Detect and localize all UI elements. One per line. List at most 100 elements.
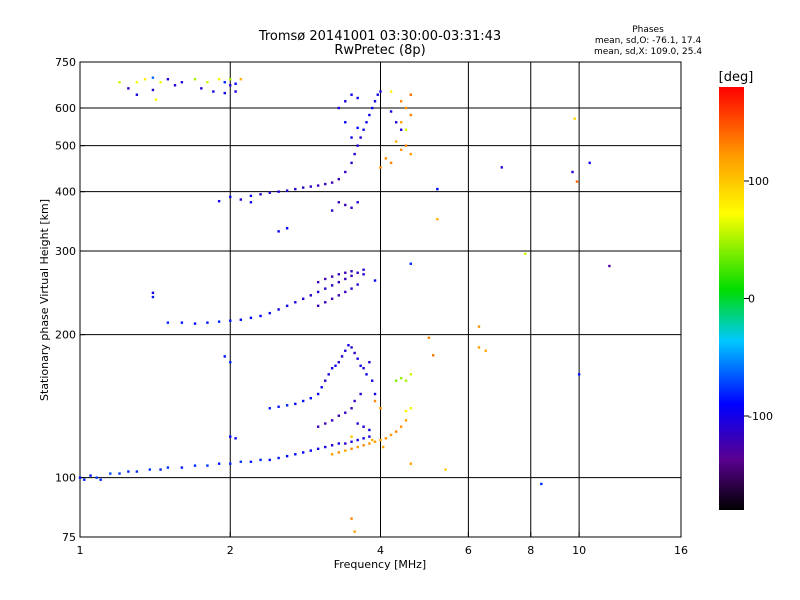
data-point (330, 419, 334, 422)
x-axis-label: Frequency [MHz] (334, 558, 426, 571)
data-point (356, 283, 359, 286)
data-point (353, 152, 356, 156)
data-point (362, 437, 365, 440)
data-point (573, 117, 576, 120)
data-point (337, 442, 341, 445)
data-point (500, 166, 504, 169)
data-point (350, 517, 353, 520)
data-point (359, 136, 362, 139)
data-point (409, 113, 412, 117)
data-point (362, 268, 365, 271)
data-point (239, 78, 243, 81)
data-point (350, 161, 353, 165)
data-point (362, 128, 365, 131)
colorbar-ticks: 100 0 -100 (744, 175, 773, 423)
data-point (268, 311, 271, 315)
data-point (344, 290, 347, 294)
data-point (193, 78, 197, 81)
data-point (404, 379, 408, 382)
data-point (404, 144, 408, 147)
y-tick-label: 200 (55, 329, 76, 342)
data-point (206, 464, 209, 467)
data-point (344, 271, 347, 274)
data-point (151, 88, 155, 92)
data-point (356, 126, 359, 130)
data-point (316, 290, 320, 294)
data-point (285, 454, 289, 458)
data-point (571, 170, 574, 174)
data-point (347, 344, 350, 347)
data-point (484, 349, 487, 352)
data-point (316, 304, 320, 308)
data-point (379, 90, 382, 93)
data-point (151, 295, 155, 299)
data-point (381, 445, 385, 449)
data-point (365, 373, 368, 376)
y-tick-label: 100 (55, 472, 76, 485)
data-point (608, 264, 611, 268)
data-point (324, 301, 327, 304)
data-point (399, 148, 403, 152)
data-point (180, 81, 184, 84)
data-point (344, 277, 347, 281)
x-tick-label: 4 (377, 544, 384, 557)
data-point (373, 279, 377, 282)
data-point (344, 411, 347, 414)
colorbar-tick-label: -100 (748, 410, 773, 423)
data-point (135, 81, 139, 84)
data-point (212, 90, 215, 93)
data-point (268, 458, 271, 462)
data-point (249, 194, 253, 198)
data-point (239, 460, 243, 463)
data-point (337, 201, 341, 204)
data-point (277, 456, 280, 460)
data-point (359, 392, 362, 396)
data-point (154, 98, 158, 101)
data-point (427, 336, 431, 339)
data-point (148, 468, 152, 471)
data-point (353, 399, 356, 403)
data-point (362, 366, 365, 370)
data-point (350, 440, 353, 443)
data-point (324, 445, 327, 449)
data-point (277, 190, 280, 193)
data-point (229, 84, 232, 87)
data-point (135, 93, 139, 96)
data-point (588, 161, 591, 165)
data-point (344, 449, 347, 452)
data-point (268, 407, 271, 410)
data-point (356, 96, 359, 100)
data-point (362, 273, 365, 276)
data-point (309, 396, 312, 400)
x-tick-label: 8 (527, 544, 534, 557)
data-point (337, 294, 341, 297)
data-point (350, 93, 353, 96)
data-point (301, 186, 305, 189)
data-point (399, 425, 403, 428)
data-point (371, 438, 374, 442)
data-point (320, 386, 323, 389)
data-point (409, 93, 412, 96)
chart-title: Tromsø 20141001 03:30:00-03:31:43 (258, 29, 501, 44)
data-point (356, 422, 359, 425)
data-point (337, 177, 341, 181)
data-point (394, 379, 398, 382)
data-point (368, 113, 371, 117)
data-point (223, 81, 226, 84)
data-point (409, 373, 412, 376)
data-point (324, 287, 327, 290)
data-point (368, 361, 371, 364)
colorbar-label: [deg] (719, 70, 754, 85)
data-point (353, 530, 356, 533)
data-point (373, 100, 377, 103)
stats-heading: Phases (632, 25, 664, 35)
colorbar-tick-label: 0 (748, 293, 755, 306)
data-point (356, 357, 359, 360)
data-point (217, 320, 221, 323)
data-point (356, 201, 359, 204)
data-point (277, 405, 280, 408)
data-point (337, 273, 341, 276)
data-point (344, 121, 347, 124)
y-tick-label: 300 (55, 245, 76, 258)
data-point (294, 187, 297, 191)
